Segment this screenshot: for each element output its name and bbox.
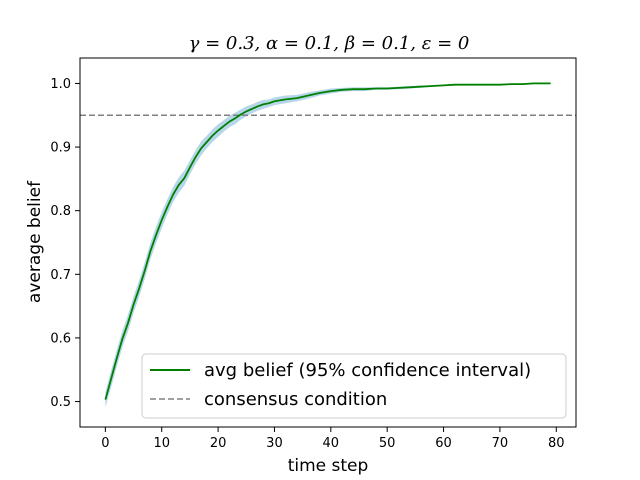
plot-area [80, 82, 576, 408]
y-tick-label: 0.9 [50, 141, 71, 156]
y-tick-label: 0.7 [50, 268, 71, 283]
x-tick-label: 70 [492, 436, 509, 451]
y-tick-label: 0.5 [50, 395, 71, 410]
legend-label-consensus: consensus condition [204, 389, 387, 410]
y-tick-label: 0.6 [50, 331, 71, 346]
x-tick-label: 10 [153, 436, 170, 451]
y-tick-label: 1.0 [50, 77, 71, 92]
legend-label-avg-belief: avg belief (95% confidence interval) [204, 360, 531, 381]
plot-frame [79, 57, 577, 428]
chart-title: γ = 0.3, α = 0.1, β = 0.1, ε = 0 [189, 33, 470, 54]
y-ticks: 0.5 0.6 0.7 0.8 0.9 1.0 [50, 77, 80, 410]
x-tick-label: 30 [266, 436, 283, 451]
x-tick-label: 80 [548, 436, 565, 451]
x-ticks: 0 10 20 30 40 50 60 70 80 [101, 427, 565, 451]
x-axis-label: time step [288, 456, 369, 476]
legend-frame [141, 353, 567, 419]
x-tick-label: 50 [379, 436, 396, 451]
x-tick-label: 20 [210, 436, 227, 451]
x-tick-label: 0 [101, 436, 109, 451]
x-tick-label: 60 [435, 436, 452, 451]
x-tick-label: 40 [323, 436, 340, 451]
avg-belief-line [104, 82, 551, 400]
y-tick-label: 0.8 [50, 204, 71, 219]
legend: avg belief (95% confidence interval) con… [141, 353, 567, 419]
y-axis-label: average belief [25, 180, 45, 303]
